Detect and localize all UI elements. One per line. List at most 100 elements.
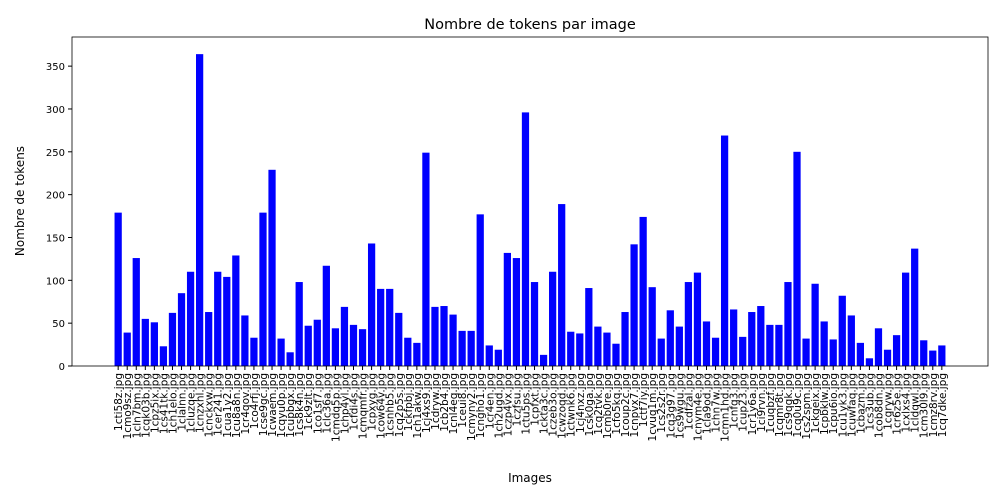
x-tick-label: 1cnym4e.jpg [692,373,704,441]
bar [503,252,511,366]
bar [377,288,385,366]
x-tick-label: 1clalnn.jpg [177,373,189,431]
bar [829,339,837,366]
bar [114,212,122,366]
x-tick-label: 1ch1elo.jpg [167,373,179,434]
bar [322,265,330,366]
bar [793,151,801,366]
bar [594,326,602,366]
bar [911,248,919,366]
bar [259,212,267,366]
x-tick-label: 1cs2spm.jpg [801,373,813,440]
x-tick-label: 1czp4vx.jpg [502,373,514,436]
bar [847,315,855,366]
bar [214,271,222,366]
x-tick-label: 1cr4en.jpg [484,373,496,429]
bar [820,321,828,366]
x-tick-label: 1cqmr8t.jpg [774,373,786,437]
bar [856,342,864,366]
x-tick-label: 1cpz5ix.jpg [149,373,161,433]
y-axis-label: Nombre de tokens [13,146,27,256]
x-tick-label: 1co1sf7.jpg [312,373,324,434]
x-tick-label: 1cs3ub.jpg [864,373,876,431]
x-tick-label: 1cpfxt.jpg [530,373,542,426]
x-tick-label: 1cnfq3.jpg [729,373,741,429]
bar [404,337,412,366]
bar [630,244,638,366]
x-tick-label: 1cer241.jpg [213,373,225,436]
bar [422,152,430,366]
x-tick-label: 1cq2p5s.jpg [394,373,406,437]
bar [748,312,756,366]
bar [865,358,874,366]
bar [150,322,158,366]
chart-title: Nombre de tokens par image [424,17,636,33]
x-tick-label: 1ckfpbj.jpg [403,373,415,431]
y-tick-label: 200 [46,191,65,202]
bar [386,288,394,366]
x-tick-label: 1cdfzal.jpg [683,373,695,430]
bar [358,329,367,366]
x-tick-label: 1csk0ga.jpg [584,373,596,436]
x-tick-label: 1cpbklw.jpg [819,373,831,435]
x-tick-label: 1cnl4eq.jpg [448,373,460,434]
bar [349,324,358,366]
bar [458,330,466,366]
bar [476,214,484,366]
x-tick-label: 1cr1y6a.jpg [747,373,759,435]
bar [331,328,340,366]
bar [684,282,693,366]
bar [874,328,883,366]
x-tick-label: 1cvuq1m.jpg [647,373,659,441]
x-tick-label: 1cwaem.jpg [267,373,279,437]
x-tick-label: 1clc36a.jpg [321,373,333,434]
x-tick-label: 1cse9gc.jpg [258,373,270,436]
y-tick-label: 250 [46,148,65,159]
x-tick-label: 1cqk03b.jpg [140,373,152,438]
bar [675,326,683,366]
x-tick-label: 1cow64v.jpg [376,373,388,439]
bar [530,282,539,366]
x-tick-label: 1cdryw.jpg [430,373,442,430]
x-tick-label: 1cua1y2.jpg [222,373,234,438]
x-tick-label: 1cfdi4s.jpg [348,373,360,430]
bar [558,204,566,366]
bar [286,352,294,366]
bar [621,312,629,366]
y-tick-label: 150 [46,233,65,244]
bar [467,330,475,366]
x-tick-label: 1cup23.jpg [738,373,750,432]
x-tick-label: 1cmz8rv.jpg [928,373,940,437]
bar [711,337,720,366]
x-tick-label: 1cq2tvk.jpg [593,373,605,435]
x-tick-label: 1czfsu.jpg [511,373,523,426]
x-tick-label: 1cnckxw.jpg [204,373,216,437]
x-tick-label: 1cfo5kq.jpg [611,373,623,435]
x-tick-label: 1cwzoqd.jpg [557,373,569,439]
x-tick-label: 1cob8dn.jpg [873,373,885,438]
x-tick-label: 1cpxyg.jpg [367,373,379,431]
x-tick-label: 1ckgeix.jpg [810,373,822,433]
bar [612,343,620,366]
x-tick-label: 1cqryw.jpg [883,373,895,430]
bar [539,354,548,366]
x-tick-label: 1cs41tk.jpg [158,373,170,434]
bar [585,288,593,366]
y-tick-label: 300 [46,105,65,116]
bar [250,337,258,366]
x-tick-label: 1csnhb5.jpg [385,373,397,437]
bar [277,338,285,366]
bar [603,332,611,366]
x-tick-label: 1cmdq5p.jpg [330,373,342,442]
x-tick-label: 1cj4nxz.jpg [575,373,587,433]
bar [576,333,584,366]
x-tick-label: 1cngho1.jpg [475,373,487,438]
bar [295,282,303,366]
x-tick-label: 1cq0u9c.jpg [792,373,804,438]
x-tick-label: 1chp4yl.jpg [339,373,351,434]
x-tick-label: 1cu1yk3.jpg [837,373,849,437]
x-tick-label: 1cm30l9.jpg [919,373,931,438]
bar [811,283,819,366]
x-tick-label: 1cb2b4.jpg [439,373,451,432]
bar [268,169,276,366]
